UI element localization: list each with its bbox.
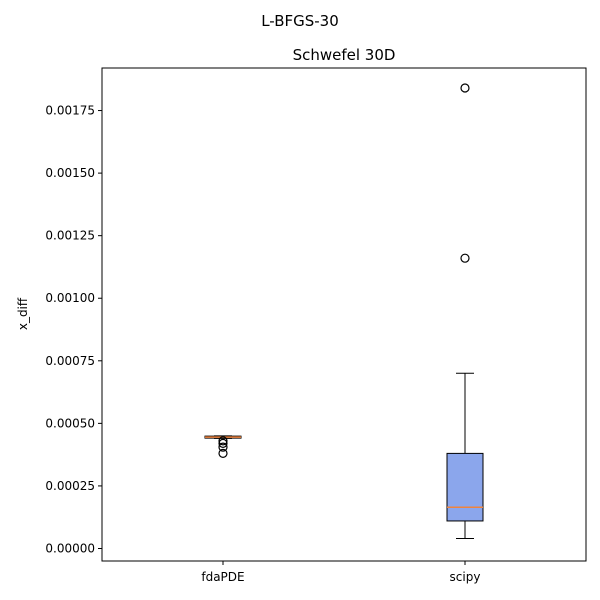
y-axis-ticks: 0.00000 0.00025 0.00050 0.00075 0.00100 0.001…: [45, 104, 102, 555]
outlier-point: [218, 436, 228, 446]
y-tick-label: 0.00075: [45, 354, 95, 368]
boxplots: [204, 83, 484, 539]
y-tick-label: 0.00100: [45, 291, 95, 305]
outlier-point: [218, 442, 228, 452]
y-tick-label: 0.00050: [45, 416, 95, 430]
box-iqr: [446, 452, 484, 522]
outlier-point: [218, 438, 228, 448]
plot-area: 0.00000 0.00025 0.00050 0.00075 0.00100 0.001…: [45, 67, 587, 584]
y-axis-label: x_diff: [16, 297, 30, 330]
x-axis-ticks: fdaPDE scipy: [201, 561, 480, 584]
outlier-point: [460, 83, 470, 93]
axes-frame: [101, 67, 587, 562]
figure-suptitle: L-BFGS-30: [261, 12, 339, 30]
y-tick-label: 0.00150: [45, 166, 95, 180]
outlier-point: [218, 448, 228, 458]
x-tick-label: scipy: [450, 570, 481, 584]
chart-title: Schwefel 30D: [293, 46, 396, 64]
x-tick-label: fdaPDE: [201, 570, 244, 584]
y-tick-label: 0.00025: [45, 479, 95, 493]
outlier-point: [460, 253, 470, 263]
y-tick-label: 0.00175: [45, 104, 95, 118]
boxplot-scipy: [446, 83, 484, 539]
y-tick-label: 0.00000: [45, 541, 95, 555]
boxplot-fdaPDE: [204, 435, 242, 458]
y-tick-label: 0.00125: [45, 229, 95, 243]
